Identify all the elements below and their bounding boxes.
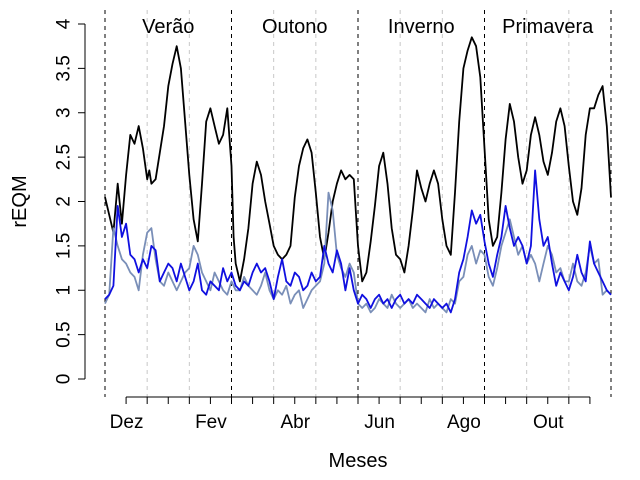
y-tick-label: 1 xyxy=(54,285,75,296)
x-tick-label: Abr xyxy=(280,412,310,433)
x-tick-label: Out xyxy=(533,412,564,433)
y-tick-label: 1.5 xyxy=(54,233,75,259)
season-label: Inverno xyxy=(388,16,455,38)
y-tick-label: 3 xyxy=(54,107,75,118)
y-tick-label: 0.5 xyxy=(54,321,75,347)
series-line-3 xyxy=(104,169,612,314)
series-layer xyxy=(104,36,612,314)
axis-layer xyxy=(78,23,591,404)
y-tick-label: 2 xyxy=(54,196,75,207)
season-label: Verão xyxy=(142,16,194,38)
y-tick-label: 2.5 xyxy=(54,144,75,170)
y-tick-label: 3.5 xyxy=(54,55,75,81)
x-axis-title: Meses xyxy=(329,450,388,472)
y-tick-label: 0 xyxy=(54,374,75,385)
grid-layer xyxy=(104,10,612,397)
x-tick-label: Jun xyxy=(364,412,395,433)
x-tick-label: Ago xyxy=(447,412,481,433)
y-axis-title: rEQM xyxy=(9,175,31,227)
season-label: Outono xyxy=(262,16,328,38)
y-tick-label: 4 xyxy=(54,18,75,29)
x-tick-label: Fev xyxy=(195,412,227,433)
x-tick-label: Dez xyxy=(110,412,144,433)
series-line-1 xyxy=(104,36,612,283)
label-layer: 0 0.5 1 1.5 2 2.5 3 3.5 4 Dez Fev Abr Jun Ago Out Verão… xyxy=(54,16,595,433)
season-label: Primavera xyxy=(502,16,594,38)
